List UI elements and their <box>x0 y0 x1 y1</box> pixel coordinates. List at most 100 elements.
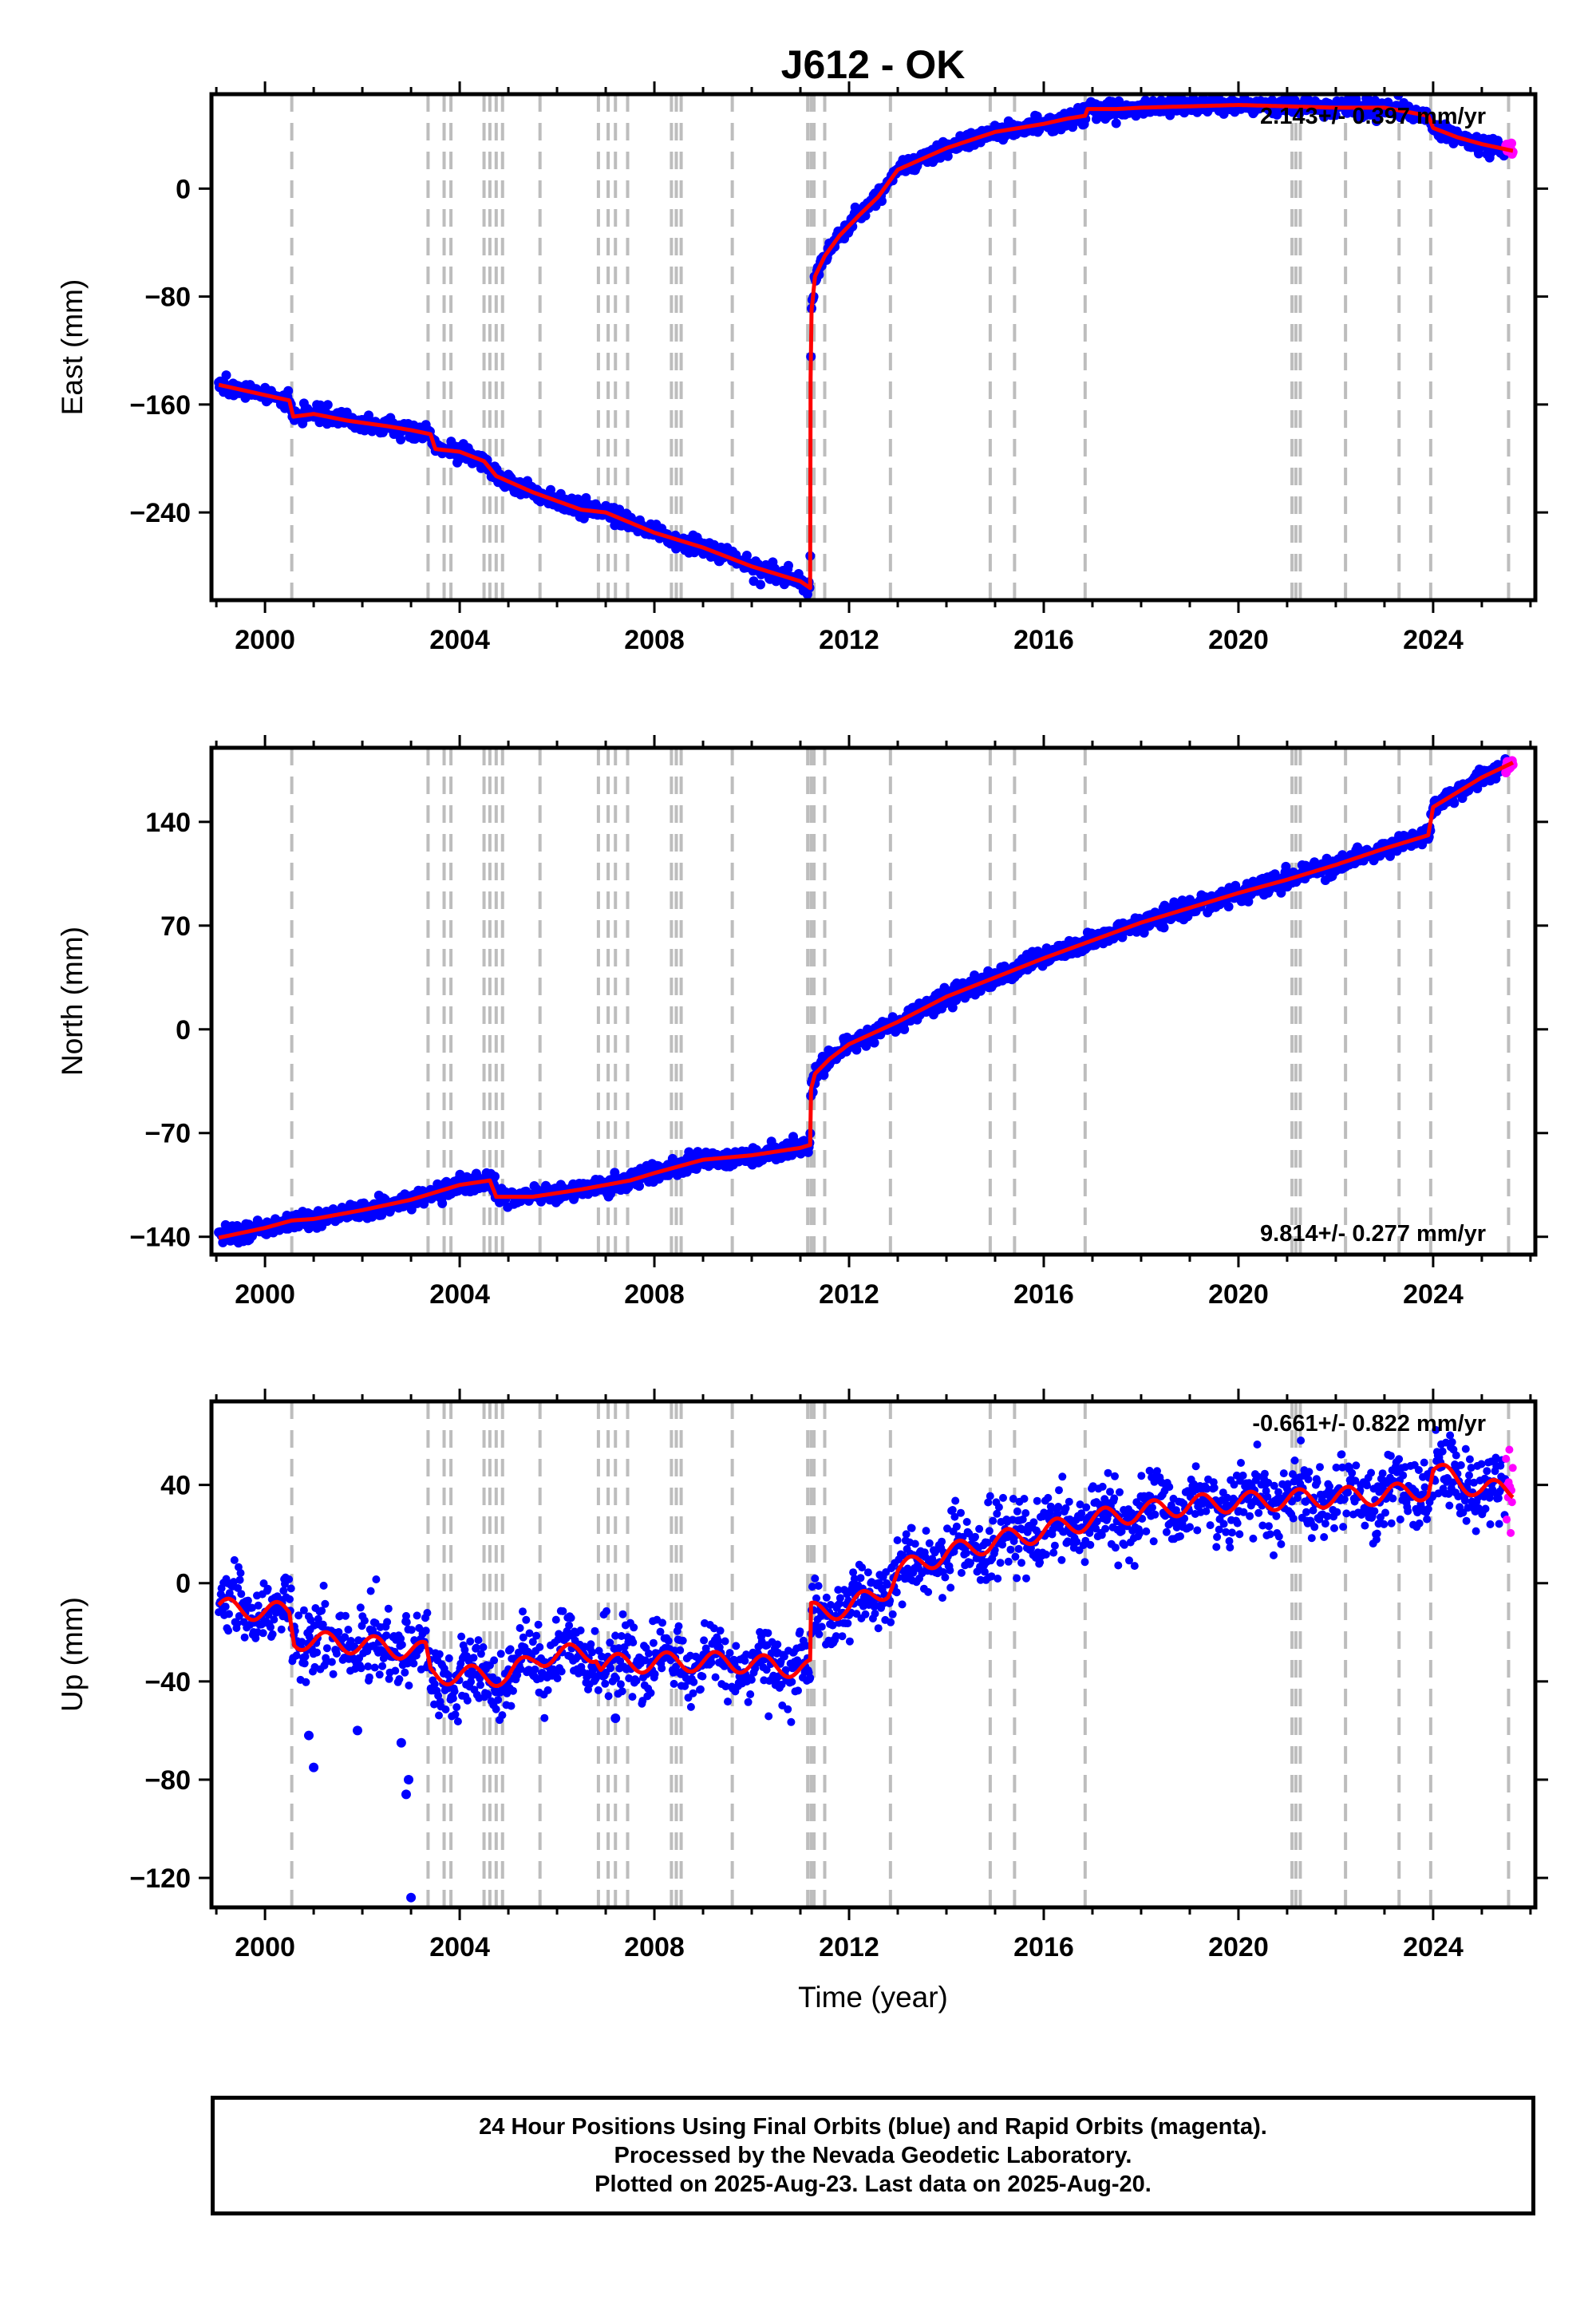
data-point <box>372 1575 381 1583</box>
data-point <box>587 1640 595 1649</box>
data-point <box>277 1625 286 1634</box>
data-point <box>450 1687 459 1696</box>
data-point <box>396 434 406 445</box>
data-point <box>689 1678 698 1686</box>
data-point <box>784 1705 792 1713</box>
data-point <box>796 1627 804 1636</box>
panel-frame <box>209 92 1538 603</box>
data-point <box>686 1702 695 1711</box>
data-point <box>402 1618 411 1626</box>
y-tick-label: −70 <box>144 1119 191 1149</box>
data-point <box>773 1640 782 1649</box>
data-point <box>329 1670 338 1678</box>
data-point <box>670 1679 678 1688</box>
data-point <box>764 1712 773 1721</box>
data-point <box>535 1642 544 1651</box>
data-point <box>375 1670 384 1679</box>
data-point <box>815 1630 824 1638</box>
x-tick-label: 2012 <box>819 625 879 655</box>
data-point <box>559 1607 567 1615</box>
data-point <box>1223 902 1234 911</box>
plot-area <box>215 1401 1517 1907</box>
chart-title: J612 - OK <box>781 42 966 87</box>
data-point <box>259 1629 267 1638</box>
data-point <box>356 1603 365 1612</box>
data-point <box>498 1711 507 1720</box>
data-point <box>836 1594 844 1603</box>
data-point <box>817 1622 826 1631</box>
data-point <box>942 151 953 161</box>
data-point <box>268 1630 277 1638</box>
data-point <box>357 1664 365 1673</box>
data-point <box>899 1024 910 1034</box>
data-point <box>360 1616 369 1625</box>
data-point <box>628 1693 637 1701</box>
data-point <box>457 1632 466 1641</box>
data-point <box>435 1650 444 1658</box>
x-tick-label: 2000 <box>235 1279 295 1310</box>
data-point <box>744 1697 753 1706</box>
data-point <box>1159 923 1169 933</box>
data-point <box>591 1626 599 1635</box>
data-point <box>747 1675 756 1684</box>
y-axis-label: East (mm) <box>56 279 89 416</box>
data-point <box>286 1584 295 1593</box>
data-point <box>601 1679 610 1688</box>
data-point <box>365 1673 373 1682</box>
data-point <box>292 1651 301 1660</box>
data-point <box>716 1626 725 1635</box>
data-point <box>397 1640 406 1649</box>
data-point <box>364 1662 373 1671</box>
data-point <box>509 1686 517 1695</box>
data-point <box>632 1676 641 1685</box>
data-point <box>877 196 887 206</box>
x-tick-label: 2020 <box>1208 625 1269 655</box>
data-point <box>689 1689 697 1697</box>
data-point <box>437 1198 448 1208</box>
data-point <box>496 1650 505 1658</box>
y-tick-label: −140 <box>129 1223 191 1253</box>
data-point <box>463 1696 472 1705</box>
data-point <box>423 1609 432 1617</box>
data-point <box>516 1624 524 1632</box>
data-point <box>378 1662 387 1670</box>
data-point <box>474 1636 483 1645</box>
data-point <box>696 1685 705 1694</box>
data-point <box>1111 118 1121 128</box>
data-point <box>384 1604 393 1613</box>
data-point <box>466 1637 475 1646</box>
data-point <box>441 1705 450 1713</box>
data-point <box>567 1614 575 1622</box>
velocity-rate-label: 2.143+/- 0.397 mm/yr <box>1260 104 1486 129</box>
data-point <box>452 1703 461 1712</box>
data-point <box>476 1681 484 1690</box>
data-point <box>327 1658 336 1666</box>
data-point <box>1507 138 1516 148</box>
data-point <box>532 1631 541 1640</box>
data-point <box>300 1659 309 1668</box>
data-point <box>334 1628 343 1636</box>
x-tick-label: 2016 <box>1013 1279 1074 1310</box>
panel-north: 2000 2004 2008 2012 2016 2020 2024−140−7007014… <box>56 735 1548 1310</box>
plot-area <box>214 94 1518 600</box>
data-point <box>522 1615 531 1624</box>
data-point <box>557 1667 566 1676</box>
data-point <box>525 1629 534 1638</box>
data-point <box>224 1626 233 1635</box>
data-point <box>267 1622 275 1631</box>
data-point <box>764 1629 772 1638</box>
data-point <box>618 1610 627 1618</box>
panel-frame <box>209 745 1538 1257</box>
y-tick-label: 0 <box>176 1015 191 1045</box>
panel-east: 2000 2004 2008 2012 2016 2020 2024−240−160−800… <box>56 81 1548 655</box>
data-point <box>576 1626 585 1634</box>
data-point <box>448 1694 457 1703</box>
data-point <box>322 400 333 410</box>
data-point <box>845 1637 854 1646</box>
data-point <box>302 1678 310 1686</box>
data-point <box>221 370 231 381</box>
x-tick-label: 2000 <box>235 625 295 655</box>
data-point <box>490 1656 499 1665</box>
data-point <box>645 1649 653 1658</box>
data-point <box>283 385 294 396</box>
